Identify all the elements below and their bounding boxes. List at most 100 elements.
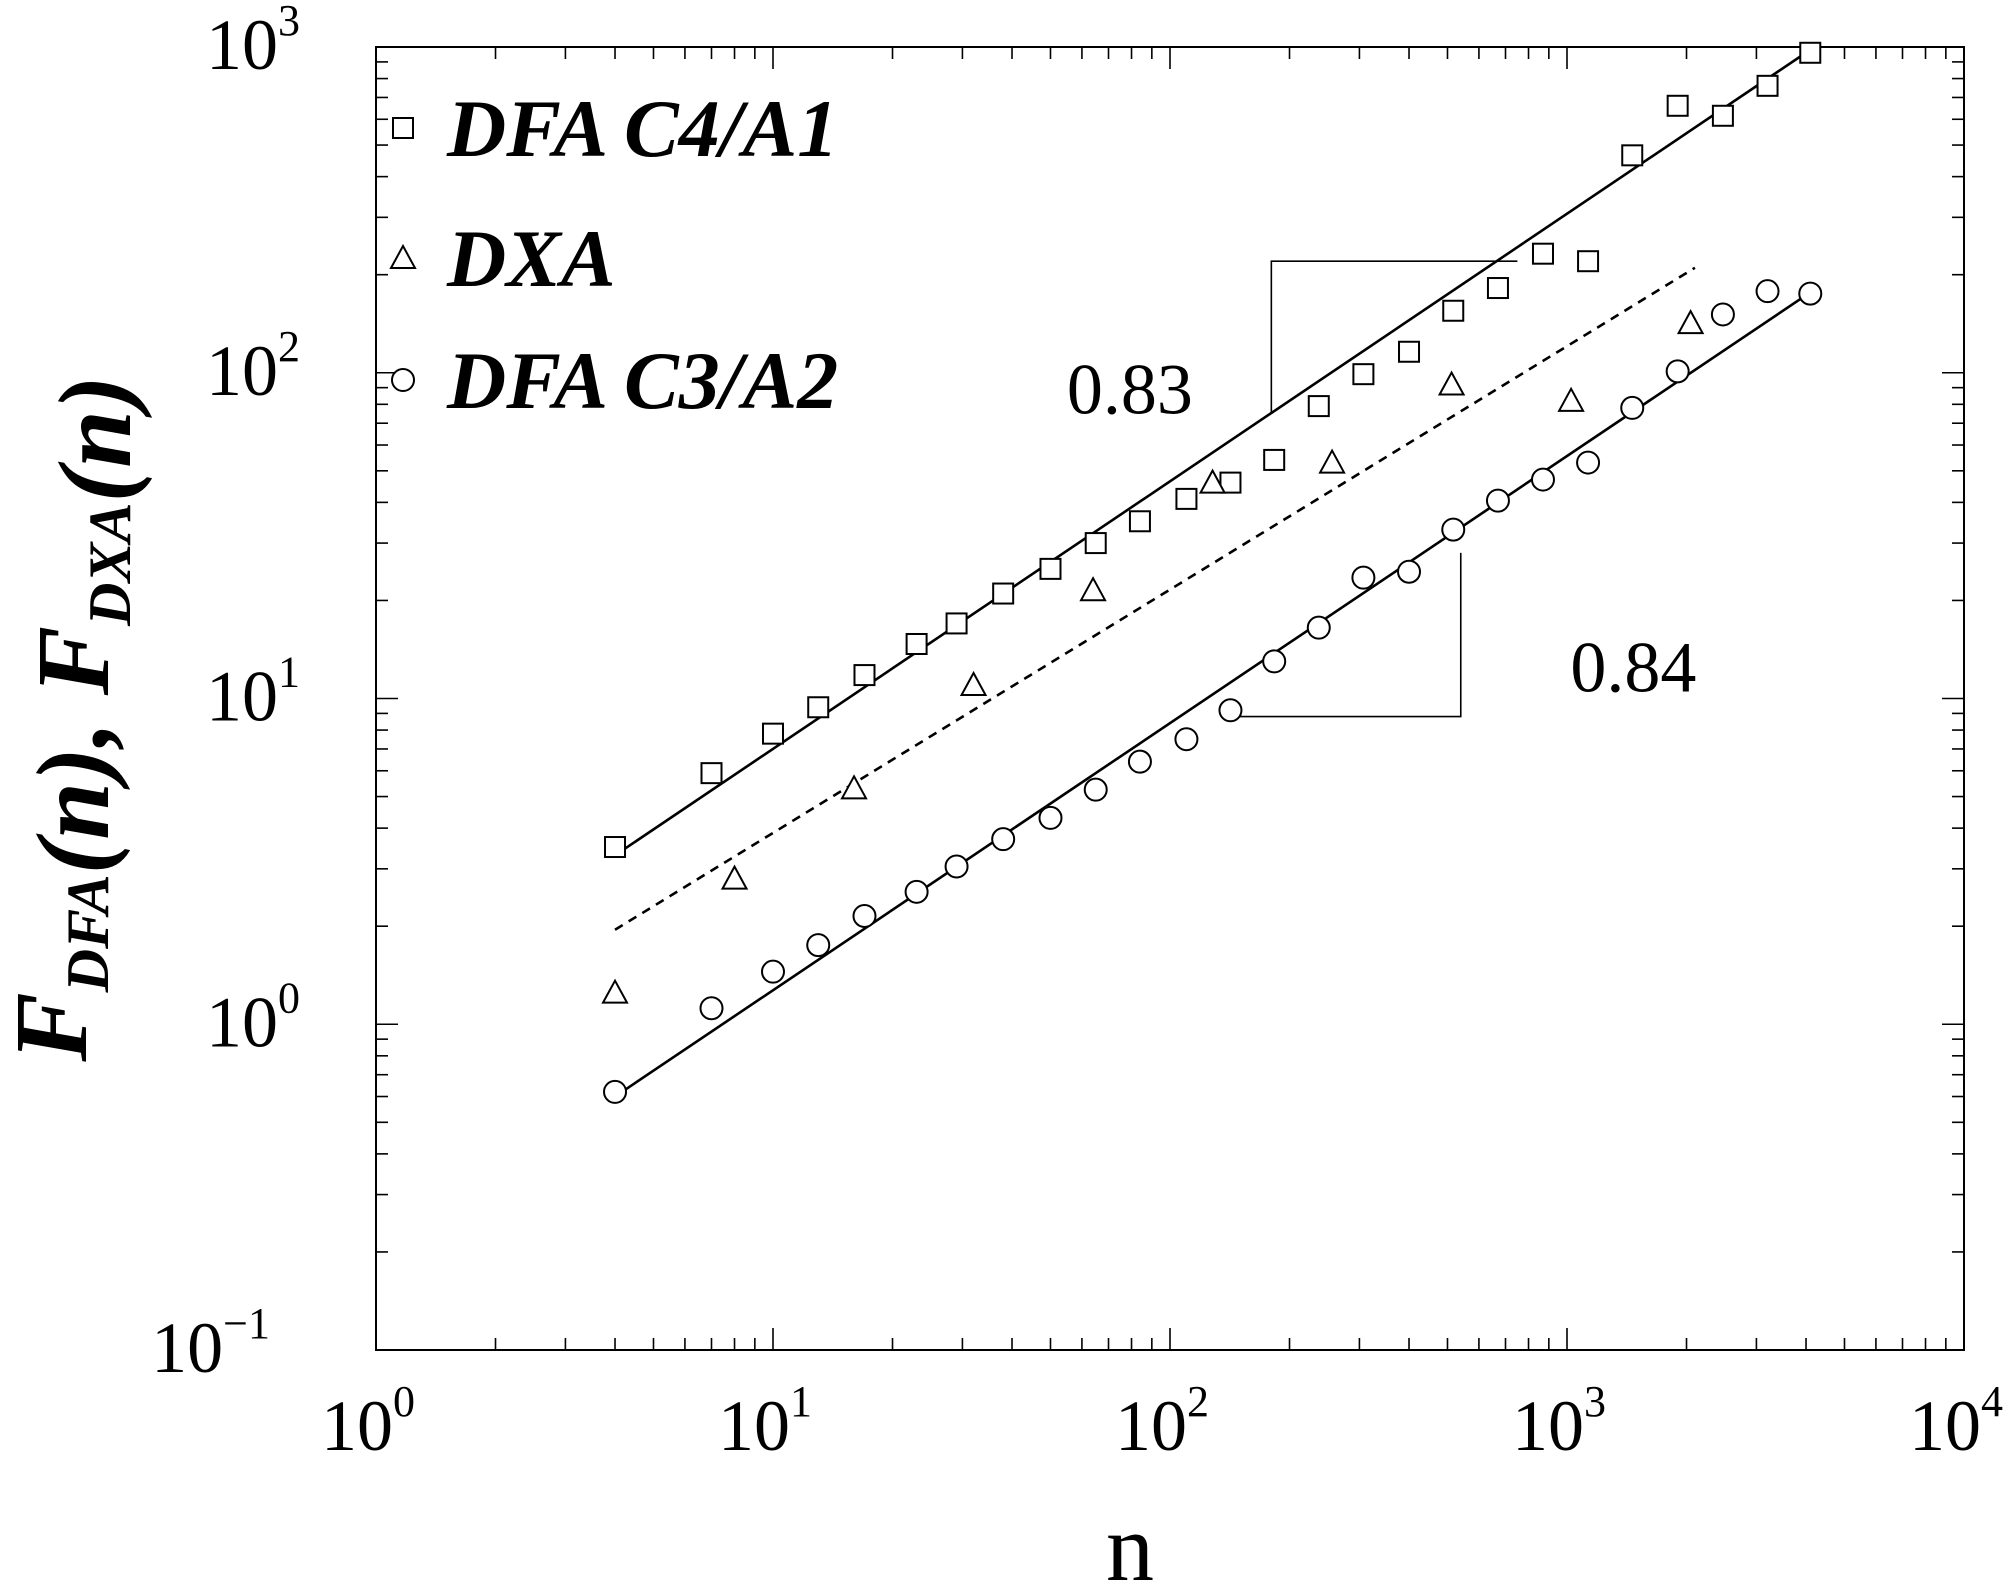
x-tick-exp: 2: [1187, 1377, 1209, 1426]
x-tick-exp: 3: [1584, 1377, 1606, 1426]
series-1-point: [992, 582, 1015, 605]
series-3-point: [1665, 359, 1690, 384]
series-2-point: [840, 774, 868, 800]
series-1-point: [1039, 557, 1062, 580]
legend-label-1: DFA C4/A1: [446, 83, 838, 174]
series-3-point: [1083, 777, 1108, 802]
series-3-point: [1755, 279, 1780, 304]
x-tick-exp: 0: [393, 1377, 415, 1426]
series-1-point: [1486, 277, 1509, 300]
series-2-point: [1198, 468, 1227, 494]
series-1-point: [1219, 471, 1242, 494]
series-1-point: [1442, 299, 1465, 322]
series-3-point: [1798, 281, 1823, 306]
y-tick-base: 10: [206, 331, 278, 411]
series-1-point: [604, 836, 627, 859]
series-1-point: [1307, 395, 1330, 418]
series-1-point: [905, 632, 928, 655]
series-3-point: [1620, 395, 1645, 420]
legend-label-2: DXA: [446, 213, 616, 304]
y-tick-label: 100: [206, 973, 300, 1062]
fit-line-2: [614, 266, 1696, 931]
y-axis-title-subscript: DFA: [55, 874, 121, 993]
y-tick-exp: 2: [278, 322, 300, 371]
series-3-point: [1127, 749, 1152, 774]
series-3-point: [991, 827, 1016, 852]
y-tick-label: 101: [206, 648, 300, 737]
series-1-point: [762, 722, 784, 745]
y-axis-title-part: F: [16, 626, 131, 696]
y-tick-exp: 0: [278, 973, 300, 1022]
series-3-point: [1441, 517, 1466, 542]
x-tick-base: 10: [718, 1386, 790, 1466]
series-3-point: [1397, 559, 1422, 584]
x-tick-label: 104: [1909, 1377, 2003, 1466]
series-3-point: [699, 996, 724, 1021]
x-tick-base: 10: [1909, 1386, 1981, 1466]
series-3-point: [603, 1079, 628, 1104]
y-tick-label: 10−1: [151, 1299, 270, 1388]
y-tick-base: 10: [206, 5, 278, 85]
y-tick-base: 10: [206, 657, 278, 737]
series-1-point: [1711, 104, 1734, 127]
series-2-point: [1557, 386, 1585, 412]
fit-line-1: [614, 45, 1816, 857]
series-3-point: [904, 879, 929, 904]
series-1-point: [1398, 340, 1421, 363]
x-tick-label: 100: [321, 1377, 415, 1466]
y-axis-title-part: (n): [38, 375, 153, 502]
y-tick-exp: 1: [278, 648, 300, 697]
series-2-point: [1437, 370, 1466, 396]
slope-triangle-upper: [1270, 260, 1518, 414]
series-3-point: [806, 933, 831, 958]
y-tick-label: 102: [206, 322, 300, 411]
slope-label-upper: 0.83: [1067, 349, 1193, 429]
series-1-point: [1175, 487, 1198, 510]
series-1-point: [700, 762, 723, 785]
fit-line-3: [614, 288, 1816, 1098]
legend-marker-2: [389, 243, 417, 269]
series-1-point: [1352, 363, 1375, 386]
x-tick-base: 10: [321, 1386, 393, 1466]
y-tick-base: 10: [206, 982, 278, 1062]
y-tick-base: 10: [151, 1308, 223, 1388]
x-tick-exp: 4: [1981, 1377, 2003, 1426]
x-tick-exp: 1: [790, 1377, 812, 1426]
legend-label-3: DFA C3/A2: [446, 335, 838, 426]
y-tick-label: 103: [206, 0, 300, 85]
series-1-point: [807, 696, 830, 719]
series-3-point: [1576, 450, 1601, 475]
series-3-point: [1351, 565, 1376, 590]
y-axis-title: FDFA(n), FDXA(n): [0, 375, 153, 1062]
series-1-point: [853, 664, 876, 687]
slope-label-lower: 0.84: [1570, 628, 1696, 708]
series-2-point: [1318, 448, 1346, 474]
series-3-point: [1710, 302, 1735, 327]
x-tick-base: 10: [1115, 1386, 1187, 1466]
slope-triangle-lower: [1239, 552, 1462, 718]
y-axis-title-part: F: [0, 992, 109, 1062]
series-2-point: [1079, 576, 1107, 602]
legend-marker-1: [392, 117, 414, 139]
y-tick-exp: −1: [223, 1299, 270, 1348]
x-tick-label: 101: [718, 1377, 812, 1466]
series-3-point: [1174, 727, 1199, 752]
series-1-point: [1263, 448, 1286, 471]
series-2-point: [720, 864, 749, 890]
series-2-point: [601, 978, 629, 1004]
series-2-point: [959, 670, 988, 697]
series-3-point: [1306, 615, 1331, 640]
series-3-point: [1038, 805, 1063, 830]
series-1-point: [1666, 94, 1689, 117]
series-1-point: [1577, 250, 1600, 273]
series-3-point: [944, 854, 969, 879]
series-1-point: [945, 612, 968, 635]
x-tick-label: 102: [1115, 1377, 1209, 1466]
series-3-point: [1485, 488, 1510, 513]
y-tick-exp: 3: [278, 0, 300, 45]
series-1-point: [1084, 532, 1107, 555]
series-3-point: [1530, 467, 1555, 492]
series-2-point: [1676, 309, 1705, 335]
series-1-point: [1799, 41, 1822, 64]
